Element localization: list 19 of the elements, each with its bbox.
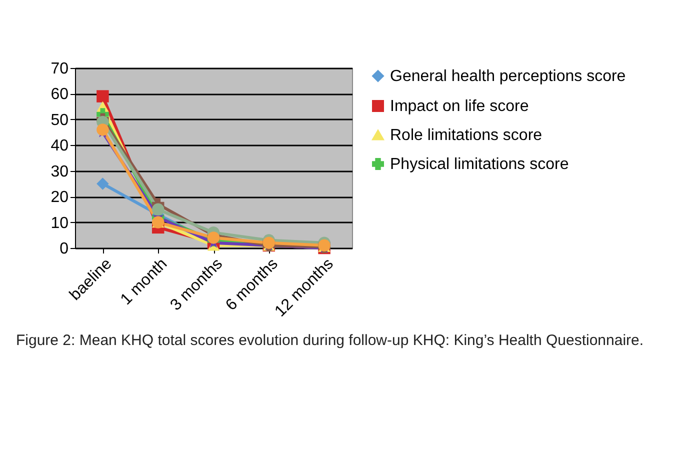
legend-label: Physical limitations score: [390, 156, 569, 173]
caption: Figure 2: Mean KHQ total scores evolution during follow-up KHQ: King’s Health Questionnaire.: [16, 331, 645, 351]
y-tick-label: 20: [50, 189, 69, 206]
point: [152, 203, 164, 216]
point: [96, 90, 109, 102]
y-tick-label: 10: [50, 214, 69, 232]
y-tick-label: 0: [60, 240, 69, 258]
legend-label: General health perceptions score: [390, 68, 626, 85]
point: [96, 178, 109, 190]
point: [96, 124, 109, 136]
y-tick-label: 40: [50, 138, 69, 155]
y-tick-label: 60: [50, 86, 69, 104]
point: [207, 232, 220, 244]
y-tick-label: 30: [50, 163, 69, 180]
point: [262, 236, 276, 249]
legend-label: Role limitations score: [390, 127, 542, 144]
legend-label: Impact on life score: [390, 98, 529, 115]
y-tick-label: 70: [50, 60, 69, 78]
y-tick-label: 50: [50, 112, 69, 129]
